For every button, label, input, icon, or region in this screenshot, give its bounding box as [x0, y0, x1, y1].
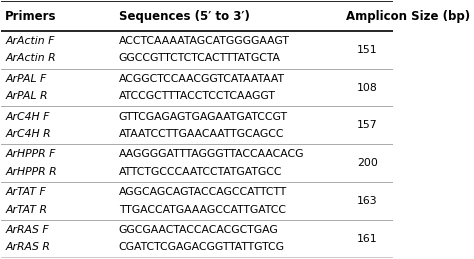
Text: ArC4H R: ArC4H R [5, 129, 51, 139]
Text: CGATCTCGAGACGGTTATTGTCG: CGATCTCGAGACGGTTATTGTCG [119, 242, 285, 253]
Text: GTTCGAGAGTGAGAATGATCCGT: GTTCGAGAGTGAGAATGATCCGT [119, 112, 288, 122]
Text: 157: 157 [357, 120, 377, 130]
Text: ArActin R: ArActin R [5, 53, 56, 63]
Text: 151: 151 [357, 45, 377, 55]
Text: 200: 200 [357, 158, 378, 168]
Text: ArHPPR R: ArHPPR R [5, 167, 57, 177]
Text: GGCCGTTCTCTCACTTTATGCTA: GGCCGTTCTCTCACTTTATGCTA [119, 53, 281, 63]
Text: ATCCGCTTTACCTCCTCAAGGT: ATCCGCTTTACCTCCTCAAGGT [119, 91, 275, 101]
Text: 108: 108 [357, 83, 377, 92]
Text: Primers: Primers [5, 10, 57, 23]
Text: ArHPPR F: ArHPPR F [5, 149, 55, 160]
Text: ArC4H F: ArC4H F [5, 112, 50, 122]
Text: ACCTCAAAATAGCATGGGGAAGT: ACCTCAAAATAGCATGGGGAAGT [119, 36, 290, 46]
Text: ArPAL R: ArPAL R [5, 91, 48, 101]
Text: ArPAL F: ArPAL F [5, 74, 46, 84]
Text: AGGCAGCAGTACCAGCCATTCTT: AGGCAGCAGTACCAGCCATTCTT [119, 187, 287, 197]
Text: Amplicon Size (bp): Amplicon Size (bp) [346, 10, 470, 23]
Text: TTGACCATGAAAGCCATTGATCC: TTGACCATGAAAGCCATTGATCC [119, 205, 286, 215]
Text: ArTAT R: ArTAT R [5, 205, 47, 215]
Text: ATAATCCTTGAACAATTGCAGCC: ATAATCCTTGAACAATTGCAGCC [119, 129, 284, 139]
Text: GGCGAACTACCACACGCTGAG: GGCGAACTACCACACGCTGAG [119, 225, 279, 235]
Text: AAGGGGATTTAGGGTTACCAACACG: AAGGGGATTTAGGGTTACCAACACG [119, 149, 304, 160]
Text: ATTCTGCCCAATCCTATGATGCC: ATTCTGCCCAATCCTATGATGCC [119, 167, 282, 177]
Text: ArTAT F: ArTAT F [5, 187, 46, 197]
Text: ArRAS F: ArRAS F [5, 225, 49, 235]
Text: ACGGCTCCAACGGTCATAATAAT: ACGGCTCCAACGGTCATAATAAT [119, 74, 285, 84]
Text: ArRAS R: ArRAS R [5, 242, 50, 253]
Text: ArActin F: ArActin F [5, 36, 55, 46]
Text: Sequences (5′ to 3′): Sequences (5′ to 3′) [119, 10, 250, 23]
Text: 161: 161 [357, 234, 377, 244]
Text: 163: 163 [357, 196, 377, 206]
